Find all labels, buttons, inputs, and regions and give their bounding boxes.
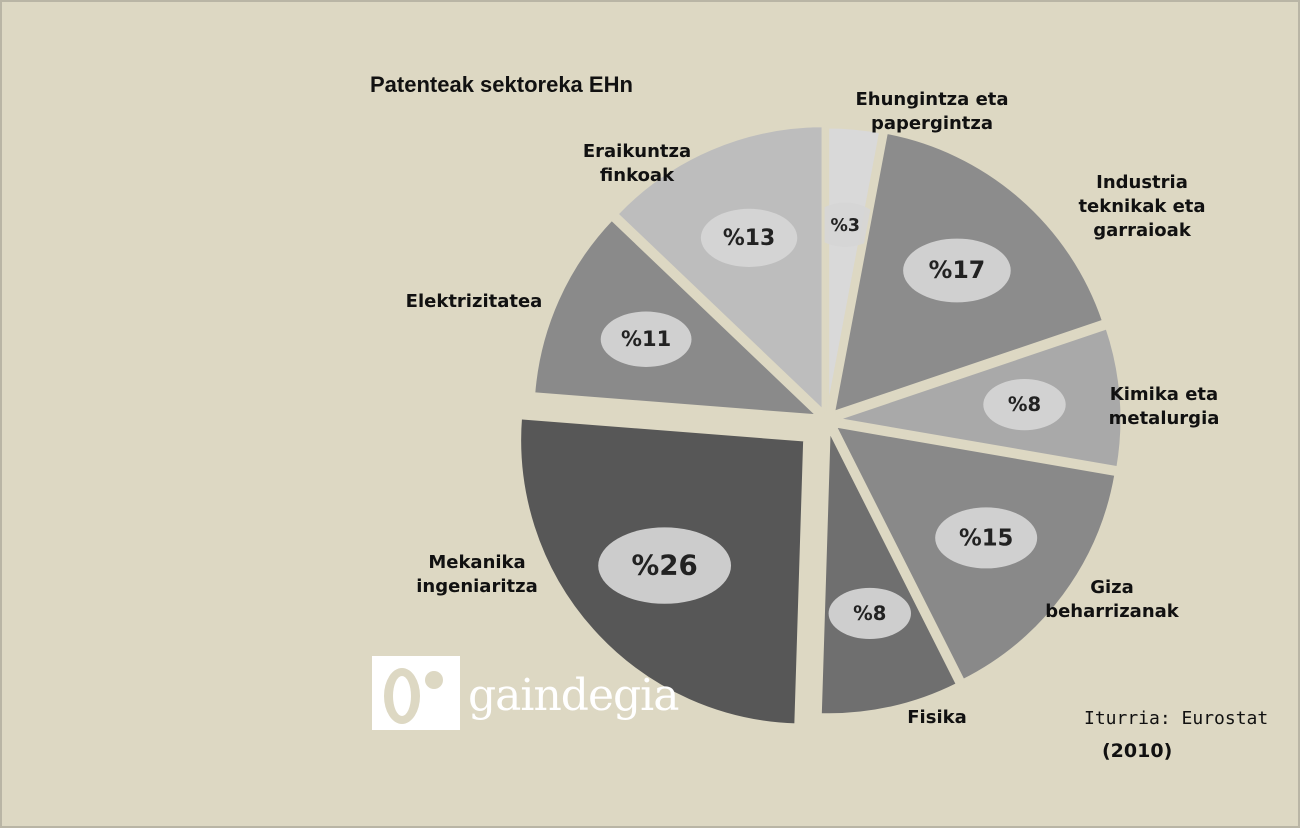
category-label: Mekanika ingeniaritza [416,552,538,597]
category-label: Giza beharrizanak [1045,577,1179,622]
value-label: %3 [831,216,860,236]
category-label: Industria teknikak eta garraioak [1078,172,1206,241]
logo-icon [372,656,460,730]
pie-slice [614,124,825,415]
value-label-bg [983,379,1066,431]
category-label: Kimika eta metalurgia [1108,384,1220,429]
value-label-bg [828,587,911,640]
pie-slice [818,429,960,717]
pie-slice [836,325,1124,470]
category-label: Elektrizitatea [405,291,543,312]
value-label: %11 [621,327,671,351]
value-label: %26 [631,549,697,582]
value-label-bg [700,208,798,267]
category-label: Ehungintza eta papergintza [855,89,1009,134]
pie-slice [826,125,883,413]
value-label-bg [903,238,1011,303]
category-label: Fisika [907,707,967,728]
value-label-bg [935,507,1038,569]
category-label: Eraikuntza finkoak [582,141,692,186]
logo-mark [372,656,460,730]
value-label: %17 [929,256,986,284]
pie-slice [532,217,822,418]
chart-title: Patenteak sektoreka EHn [370,72,633,97]
source: Iturria: Eurostat [1084,708,1269,729]
source-year: (2010) [1102,740,1173,762]
value-label-bg [598,527,732,604]
value-label: %13 [723,226,775,251]
value-label: %15 [959,525,1013,551]
value-label: %8 [1008,393,1041,416]
value-label: %8 [853,602,886,625]
value-label-bg [811,202,880,247]
value-label-bg [600,311,692,367]
logo-text: gaindegia [468,670,679,721]
